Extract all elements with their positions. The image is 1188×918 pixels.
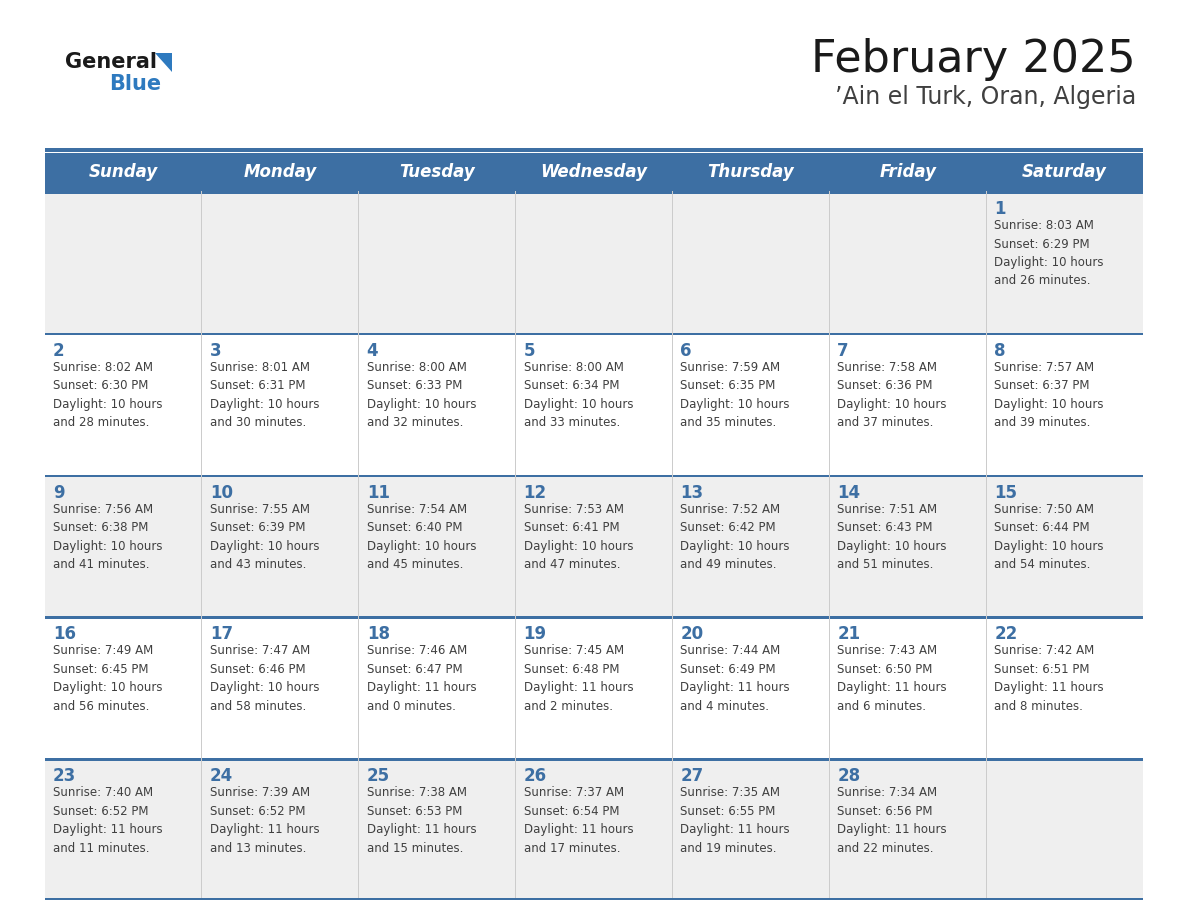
- Text: Sunrise: 7:46 AM
Sunset: 6:47 PM
Daylight: 11 hours
and 0 minutes.: Sunrise: 7:46 AM Sunset: 6:47 PM Dayligh…: [367, 644, 476, 713]
- Text: Thursday: Thursday: [708, 163, 795, 181]
- Text: 16: 16: [53, 625, 76, 644]
- Text: Sunrise: 8:00 AM
Sunset: 6:33 PM
Daylight: 10 hours
and 32 minutes.: Sunrise: 8:00 AM Sunset: 6:33 PM Dayligh…: [367, 361, 476, 430]
- Text: 11: 11: [367, 484, 390, 501]
- Text: Sunrise: 7:59 AM
Sunset: 6:35 PM
Daylight: 10 hours
and 35 minutes.: Sunrise: 7:59 AM Sunset: 6:35 PM Dayligh…: [681, 361, 790, 430]
- Text: 21: 21: [838, 625, 860, 644]
- Text: Sunrise: 7:52 AM
Sunset: 6:42 PM
Daylight: 10 hours
and 49 minutes.: Sunrise: 7:52 AM Sunset: 6:42 PM Dayligh…: [681, 502, 790, 571]
- Text: Sunrise: 7:44 AM
Sunset: 6:49 PM
Daylight: 11 hours
and 4 minutes.: Sunrise: 7:44 AM Sunset: 6:49 PM Dayligh…: [681, 644, 790, 713]
- Text: 15: 15: [994, 484, 1017, 501]
- Text: ’Ain el Turk, Oran, Algeria: ’Ain el Turk, Oran, Algeria: [835, 85, 1136, 109]
- Bar: [45, 191, 1143, 333]
- Bar: [45, 616, 1143, 758]
- Text: 25: 25: [367, 767, 390, 785]
- Text: Sunrise: 7:34 AM
Sunset: 6:56 PM
Daylight: 11 hours
and 22 minutes.: Sunrise: 7:34 AM Sunset: 6:56 PM Dayligh…: [838, 786, 947, 855]
- Text: 3: 3: [210, 341, 221, 360]
- Text: Sunrise: 7:57 AM
Sunset: 6:37 PM
Daylight: 10 hours
and 39 minutes.: Sunrise: 7:57 AM Sunset: 6:37 PM Dayligh…: [994, 361, 1104, 430]
- Text: Sunrise: 7:39 AM
Sunset: 6:52 PM
Daylight: 11 hours
and 13 minutes.: Sunrise: 7:39 AM Sunset: 6:52 PM Dayligh…: [210, 786, 320, 855]
- Polygon shape: [154, 53, 172, 72]
- Text: Sunrise: 8:03 AM
Sunset: 6:29 PM
Daylight: 10 hours
and 26 minutes.: Sunrise: 8:03 AM Sunset: 6:29 PM Dayligh…: [994, 219, 1104, 287]
- Text: Sunrise: 7:42 AM
Sunset: 6:51 PM
Daylight: 11 hours
and 8 minutes.: Sunrise: 7:42 AM Sunset: 6:51 PM Dayligh…: [994, 644, 1104, 713]
- Text: Sunrise: 7:37 AM
Sunset: 6:54 PM
Daylight: 11 hours
and 17 minutes.: Sunrise: 7:37 AM Sunset: 6:54 PM Dayligh…: [524, 786, 633, 855]
- Text: 23: 23: [53, 767, 76, 785]
- Text: Sunrise: 7:35 AM
Sunset: 6:55 PM
Daylight: 11 hours
and 19 minutes.: Sunrise: 7:35 AM Sunset: 6:55 PM Dayligh…: [681, 786, 790, 855]
- Bar: [45, 898, 1143, 900]
- Bar: [45, 333, 1143, 475]
- Text: 27: 27: [681, 767, 703, 785]
- Text: Sunrise: 7:50 AM
Sunset: 6:44 PM
Daylight: 10 hours
and 54 minutes.: Sunrise: 7:50 AM Sunset: 6:44 PM Dayligh…: [994, 502, 1104, 571]
- Text: Blue: Blue: [109, 74, 162, 94]
- Text: 7: 7: [838, 341, 849, 360]
- Text: Sunrise: 7:51 AM
Sunset: 6:43 PM
Daylight: 10 hours
and 51 minutes.: Sunrise: 7:51 AM Sunset: 6:43 PM Dayligh…: [838, 502, 947, 571]
- Text: Wednesday: Wednesday: [541, 163, 647, 181]
- Text: 12: 12: [524, 484, 546, 501]
- Text: 28: 28: [838, 767, 860, 785]
- Text: Sunrise: 8:00 AM
Sunset: 6:34 PM
Daylight: 10 hours
and 33 minutes.: Sunrise: 8:00 AM Sunset: 6:34 PM Dayligh…: [524, 361, 633, 430]
- Text: General: General: [65, 52, 157, 72]
- Text: Sunrise: 7:55 AM
Sunset: 6:39 PM
Daylight: 10 hours
and 43 minutes.: Sunrise: 7:55 AM Sunset: 6:39 PM Dayligh…: [210, 502, 320, 571]
- Text: 24: 24: [210, 767, 233, 785]
- Text: 14: 14: [838, 484, 860, 501]
- Text: Sunrise: 8:02 AM
Sunset: 6:30 PM
Daylight: 10 hours
and 28 minutes.: Sunrise: 8:02 AM Sunset: 6:30 PM Dayligh…: [53, 361, 163, 430]
- Text: Sunrise: 7:38 AM
Sunset: 6:53 PM
Daylight: 11 hours
and 15 minutes.: Sunrise: 7:38 AM Sunset: 6:53 PM Dayligh…: [367, 786, 476, 855]
- Text: Sunrise: 7:47 AM
Sunset: 6:46 PM
Daylight: 10 hours
and 58 minutes.: Sunrise: 7:47 AM Sunset: 6:46 PM Dayligh…: [210, 644, 320, 713]
- Text: 4: 4: [367, 341, 378, 360]
- Text: Sunrise: 8:01 AM
Sunset: 6:31 PM
Daylight: 10 hours
and 30 minutes.: Sunrise: 8:01 AM Sunset: 6:31 PM Dayligh…: [210, 361, 320, 430]
- Bar: [45, 153, 1143, 191]
- Text: 26: 26: [524, 767, 546, 785]
- Text: 19: 19: [524, 625, 546, 644]
- Text: 10: 10: [210, 484, 233, 501]
- Bar: [45, 475, 1143, 616]
- Text: Friday: Friday: [879, 163, 936, 181]
- Text: 9: 9: [53, 484, 64, 501]
- Text: Sunrise: 7:43 AM
Sunset: 6:50 PM
Daylight: 11 hours
and 6 minutes.: Sunrise: 7:43 AM Sunset: 6:50 PM Dayligh…: [838, 644, 947, 713]
- Bar: [45, 333, 1143, 335]
- Bar: [45, 148, 1143, 152]
- Text: Sunrise: 7:53 AM
Sunset: 6:41 PM
Daylight: 10 hours
and 47 minutes.: Sunrise: 7:53 AM Sunset: 6:41 PM Dayligh…: [524, 502, 633, 571]
- Text: Sunrise: 7:56 AM
Sunset: 6:38 PM
Daylight: 10 hours
and 41 minutes.: Sunrise: 7:56 AM Sunset: 6:38 PM Dayligh…: [53, 502, 163, 571]
- Text: 17: 17: [210, 625, 233, 644]
- Bar: [45, 758, 1143, 900]
- Text: 5: 5: [524, 341, 535, 360]
- Text: Sunrise: 7:40 AM
Sunset: 6:52 PM
Daylight: 11 hours
and 11 minutes.: Sunrise: 7:40 AM Sunset: 6:52 PM Dayligh…: [53, 786, 163, 855]
- Bar: [45, 616, 1143, 619]
- Text: Tuesday: Tuesday: [399, 163, 475, 181]
- Text: 22: 22: [994, 625, 1017, 644]
- Text: Sunday: Sunday: [89, 163, 158, 181]
- Text: 6: 6: [681, 341, 691, 360]
- Text: Saturday: Saturday: [1022, 163, 1107, 181]
- Text: 13: 13: [681, 484, 703, 501]
- Text: 2: 2: [53, 341, 64, 360]
- Bar: [45, 191, 1143, 194]
- Text: Monday: Monday: [244, 163, 317, 181]
- Text: 20: 20: [681, 625, 703, 644]
- Text: 18: 18: [367, 625, 390, 644]
- Text: Sunrise: 7:58 AM
Sunset: 6:36 PM
Daylight: 10 hours
and 37 minutes.: Sunrise: 7:58 AM Sunset: 6:36 PM Dayligh…: [838, 361, 947, 430]
- Text: Sunrise: 7:45 AM
Sunset: 6:48 PM
Daylight: 11 hours
and 2 minutes.: Sunrise: 7:45 AM Sunset: 6:48 PM Dayligh…: [524, 644, 633, 713]
- Text: Sunrise: 7:49 AM
Sunset: 6:45 PM
Daylight: 10 hours
and 56 minutes.: Sunrise: 7:49 AM Sunset: 6:45 PM Dayligh…: [53, 644, 163, 713]
- Text: Sunrise: 7:54 AM
Sunset: 6:40 PM
Daylight: 10 hours
and 45 minutes.: Sunrise: 7:54 AM Sunset: 6:40 PM Dayligh…: [367, 502, 476, 571]
- Text: 1: 1: [994, 200, 1006, 218]
- Text: 8: 8: [994, 341, 1006, 360]
- Bar: [45, 475, 1143, 477]
- Bar: [45, 758, 1143, 761]
- Text: February 2025: February 2025: [811, 38, 1136, 81]
